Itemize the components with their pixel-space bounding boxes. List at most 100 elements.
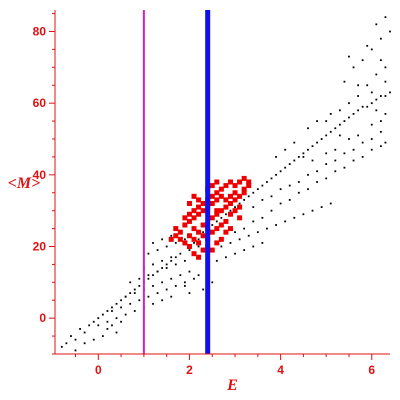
data-point-black	[320, 138, 323, 140]
data-point-red	[209, 247, 215, 253]
data-point-black	[357, 134, 359, 137]
data-point-black	[348, 55, 350, 58]
data-point-black	[379, 130, 382, 133]
data-point-black	[179, 274, 182, 277]
data-point-black	[92, 338, 95, 341]
data-point-black	[370, 123, 373, 126]
data-point-black	[316, 141, 318, 144]
data-point-black	[215, 220, 218, 223]
data-point-black	[384, 66, 387, 69]
y-tick-label: 0	[39, 311, 46, 325]
data-point-black	[183, 281, 186, 284]
data-point-black	[279, 188, 282, 191]
data-point-black	[161, 238, 164, 241]
data-point-red	[177, 236, 183, 242]
data-point-black	[370, 138, 373, 140]
data-point-red	[246, 183, 252, 189]
data-point-black	[275, 173, 277, 176]
data-point-black	[120, 299, 122, 302]
data-point-black	[101, 335, 104, 337]
data-point-black	[170, 259, 173, 262]
data-point-red	[214, 197, 220, 203]
data-point-red	[196, 254, 202, 260]
data-point-black	[352, 66, 355, 69]
data-point-red	[227, 179, 233, 185]
data-point-red	[237, 215, 243, 221]
data-point-black	[152, 285, 154, 287]
data-point-black	[389, 30, 391, 33]
data-point-red	[196, 204, 202, 210]
data-point-black	[311, 159, 314, 162]
data-point-black	[161, 267, 164, 269]
data-point-black	[215, 259, 218, 262]
data-point-black	[279, 170, 282, 173]
data-point-black	[343, 80, 346, 83]
data-point-black	[343, 166, 346, 169]
data-point-black	[174, 242, 177, 244]
data-point-black	[256, 231, 259, 234]
data-point-black	[183, 238, 186, 241]
data-point-black	[161, 259, 164, 262]
data-point-red	[173, 233, 179, 239]
data-point-black	[211, 224, 214, 226]
data-point-red	[227, 201, 233, 206]
data-point-black	[293, 159, 296, 162]
data-point-red	[223, 183, 229, 189]
data-point-black	[338, 123, 341, 126]
data-point-black	[334, 148, 337, 151]
data-point-black	[325, 120, 328, 122]
data-point-black	[88, 324, 91, 327]
data-point-black	[379, 120, 382, 122]
data-point-black	[252, 191, 255, 194]
data-point-black	[275, 156, 277, 158]
data-point-red	[241, 190, 247, 196]
data-point-black	[197, 274, 200, 277]
y-tick-label: 20	[33, 240, 47, 254]
data-point-red	[223, 229, 229, 235]
data-point-black	[361, 156, 364, 158]
data-point-red	[232, 197, 238, 203]
data-point-black	[261, 242, 264, 244]
data-point-black	[79, 328, 81, 330]
data-point-black	[343, 152, 346, 155]
data-point-black	[138, 299, 141, 302]
data-point-black	[302, 152, 305, 155]
data-point-black	[266, 227, 268, 230]
data-point-black	[316, 181, 318, 183]
data-point-black	[366, 105, 369, 108]
data-point-red	[186, 244, 192, 249]
data-point-red	[214, 240, 220, 246]
data-point-black	[183, 285, 186, 287]
data-point-black	[161, 299, 164, 302]
data-point-black	[247, 195, 250, 198]
data-point-black	[234, 252, 236, 255]
data-point-black	[170, 295, 173, 298]
data-point-black	[124, 313, 127, 316]
data-point-black	[370, 48, 373, 51]
data-point-black	[361, 141, 364, 144]
data-point-black	[297, 181, 300, 183]
data-point-black	[197, 245, 200, 248]
data-point-black	[183, 259, 186, 262]
data-point-black	[170, 277, 173, 280]
data-point-black	[361, 59, 364, 62]
data-point-red	[209, 193, 215, 199]
data-point-black	[316, 120, 318, 122]
data-point-red	[214, 211, 220, 217]
data-point-black	[165, 263, 168, 266]
data-point-black	[152, 302, 154, 305]
data-point-black	[307, 188, 309, 191]
data-point-black	[261, 184, 264, 187]
data-point-black	[329, 130, 332, 133]
data-point-red	[209, 201, 215, 206]
data-point-black	[170, 234, 173, 237]
y-tick-label: 40	[33, 168, 47, 182]
data-point-black	[211, 281, 214, 284]
data-point-red	[182, 215, 188, 221]
data-point-red	[246, 179, 252, 185]
data-point-black	[270, 195, 273, 198]
x-tick-label: 4	[277, 363, 284, 377]
y-tick-label: 80	[33, 25, 47, 39]
data-point-black	[352, 159, 355, 162]
data-point-red	[209, 183, 215, 189]
